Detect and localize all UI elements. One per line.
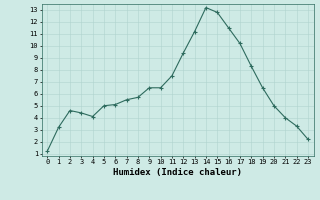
X-axis label: Humidex (Indice chaleur): Humidex (Indice chaleur) (113, 168, 242, 177)
